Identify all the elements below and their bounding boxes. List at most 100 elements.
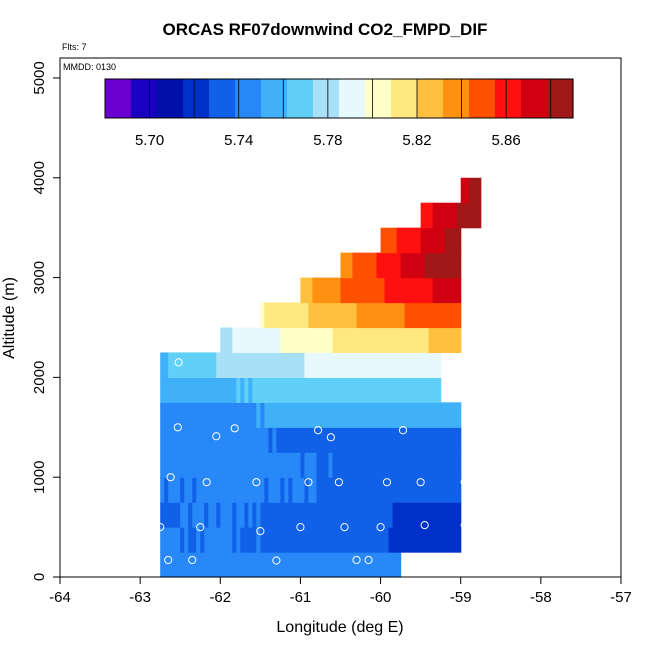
- heatmap-cell: [204, 452, 209, 478]
- colorbar-segment: [183, 79, 210, 118]
- heatmap-cell: [168, 502, 173, 528]
- heatmap-cell: [240, 552, 245, 578]
- heatmap-cell: [464, 177, 470, 204]
- x-tick-label: -58: [530, 589, 552, 606]
- heatmap-cell: [236, 427, 241, 453]
- heatmap-cell: [224, 527, 229, 553]
- heatmap-cell: [392, 477, 398, 503]
- heatmap-cell: [380, 377, 386, 403]
- heatmap-cell: [400, 327, 406, 354]
- heatmap-cell: [344, 352, 350, 378]
- observation-point: [352, 555, 361, 565]
- heatmap-cell: [428, 302, 434, 329]
- heatmap-cell: [296, 502, 302, 528]
- heatmap-cell: [240, 352, 245, 378]
- heatmap-cell: [208, 377, 213, 403]
- heatmap-cell: [416, 352, 422, 378]
- heatmap-cell: [384, 377, 390, 403]
- heatmap-cell: [276, 427, 281, 453]
- heatmap-cell: [472, 177, 478, 204]
- heatmap-cell: [344, 302, 350, 329]
- heatmap-cell: [376, 502, 382, 528]
- heatmap-cell: [384, 477, 390, 503]
- heatmap-cell: [228, 452, 233, 478]
- heatmap-cell: [396, 327, 402, 354]
- heatmap-cell: [276, 502, 281, 528]
- heatmap-cell: [244, 427, 249, 453]
- heatmap-cell: [388, 477, 394, 503]
- heatmap-cell: [328, 502, 334, 528]
- heatmap-cell: [272, 452, 277, 478]
- heatmap-cell: [168, 477, 173, 503]
- heatmap-cell: [456, 427, 462, 453]
- heatmap-cell: [340, 377, 346, 403]
- heatmap-cell: [344, 377, 350, 403]
- heatmap-cell: [212, 477, 217, 503]
- heatmap-cell: [440, 327, 446, 354]
- heatmap-cell: [160, 452, 165, 478]
- heatmap-cell: [352, 452, 358, 478]
- heatmap-cell: [232, 452, 237, 478]
- heatmap-cell: [424, 252, 430, 279]
- heatmap-cell: [444, 427, 450, 453]
- heatmap-cell: [464, 202, 470, 229]
- heatmap-cell: [348, 402, 354, 428]
- heatmap-cell: [252, 377, 257, 403]
- heatmap-cell: [356, 252, 362, 279]
- heatmap-cell: [200, 427, 205, 453]
- heatmap-cell: [440, 277, 446, 304]
- heatmap-cell: [212, 452, 217, 478]
- heatmap-cell: [320, 552, 326, 578]
- heatmap-cell: [392, 277, 398, 304]
- heatmap-cell: [348, 427, 354, 453]
- heatmap-cell: [268, 502, 273, 528]
- observation-point: [313, 426, 323, 435]
- heatmap-cell: [408, 377, 414, 403]
- colorbar-segment: [521, 79, 548, 118]
- heatmap-cell: [236, 452, 241, 478]
- date-label: MMDD: 0130: [63, 62, 116, 72]
- heatmap-cell: [392, 377, 398, 403]
- heatmap-cell: [340, 302, 346, 329]
- heatmap-cell: [444, 202, 450, 229]
- heatmap-cell: [296, 302, 302, 329]
- heatmap-cell: [248, 402, 253, 428]
- heatmap-cell: [172, 502, 177, 528]
- heatmap-cell: [428, 377, 434, 403]
- heatmap-cell: [176, 502, 181, 528]
- heatmap-cell: [216, 452, 221, 478]
- heatmap-cell: [388, 377, 394, 403]
- heatmap-cell: [352, 352, 358, 378]
- heatmap-cell: [244, 327, 249, 354]
- heatmap-cell: [284, 477, 290, 503]
- heatmap-cell: [396, 527, 402, 553]
- heatmap-cell: [276, 402, 281, 428]
- heatmap-cell: [404, 452, 410, 478]
- heatmap-cell: [300, 402, 306, 428]
- colorbar-segment: [417, 79, 444, 118]
- heatmap-cell: [336, 352, 342, 378]
- heatmap-cell: [184, 452, 189, 478]
- heatmap-cell: [296, 402, 302, 428]
- heatmap-cell: [344, 327, 350, 354]
- heatmap-cell: [364, 552, 370, 578]
- heatmap-cell: [300, 477, 306, 503]
- heatmap-cell: [408, 452, 414, 478]
- heatmap-cell: [404, 402, 410, 428]
- heatmap-cells: [160, 177, 482, 578]
- heatmap-cell: [300, 452, 306, 478]
- heatmap-cell: [400, 252, 406, 279]
- heatmap-cell: [420, 402, 426, 428]
- colorbar-frame: [104, 78, 574, 119]
- heatmap-cell: [456, 452, 462, 478]
- heatmap-cell: [276, 452, 281, 478]
- heatmap-cell: [440, 502, 446, 528]
- heatmap-cell: [372, 277, 378, 304]
- heatmap-cell: [256, 502, 261, 528]
- heatmap-cell: [264, 377, 269, 403]
- colorbar-segment: [287, 79, 314, 118]
- heatmap-cell: [368, 277, 374, 304]
- observation-point: [272, 556, 281, 565]
- heatmap-cell: [404, 227, 410, 254]
- heatmap-cell: [200, 527, 205, 553]
